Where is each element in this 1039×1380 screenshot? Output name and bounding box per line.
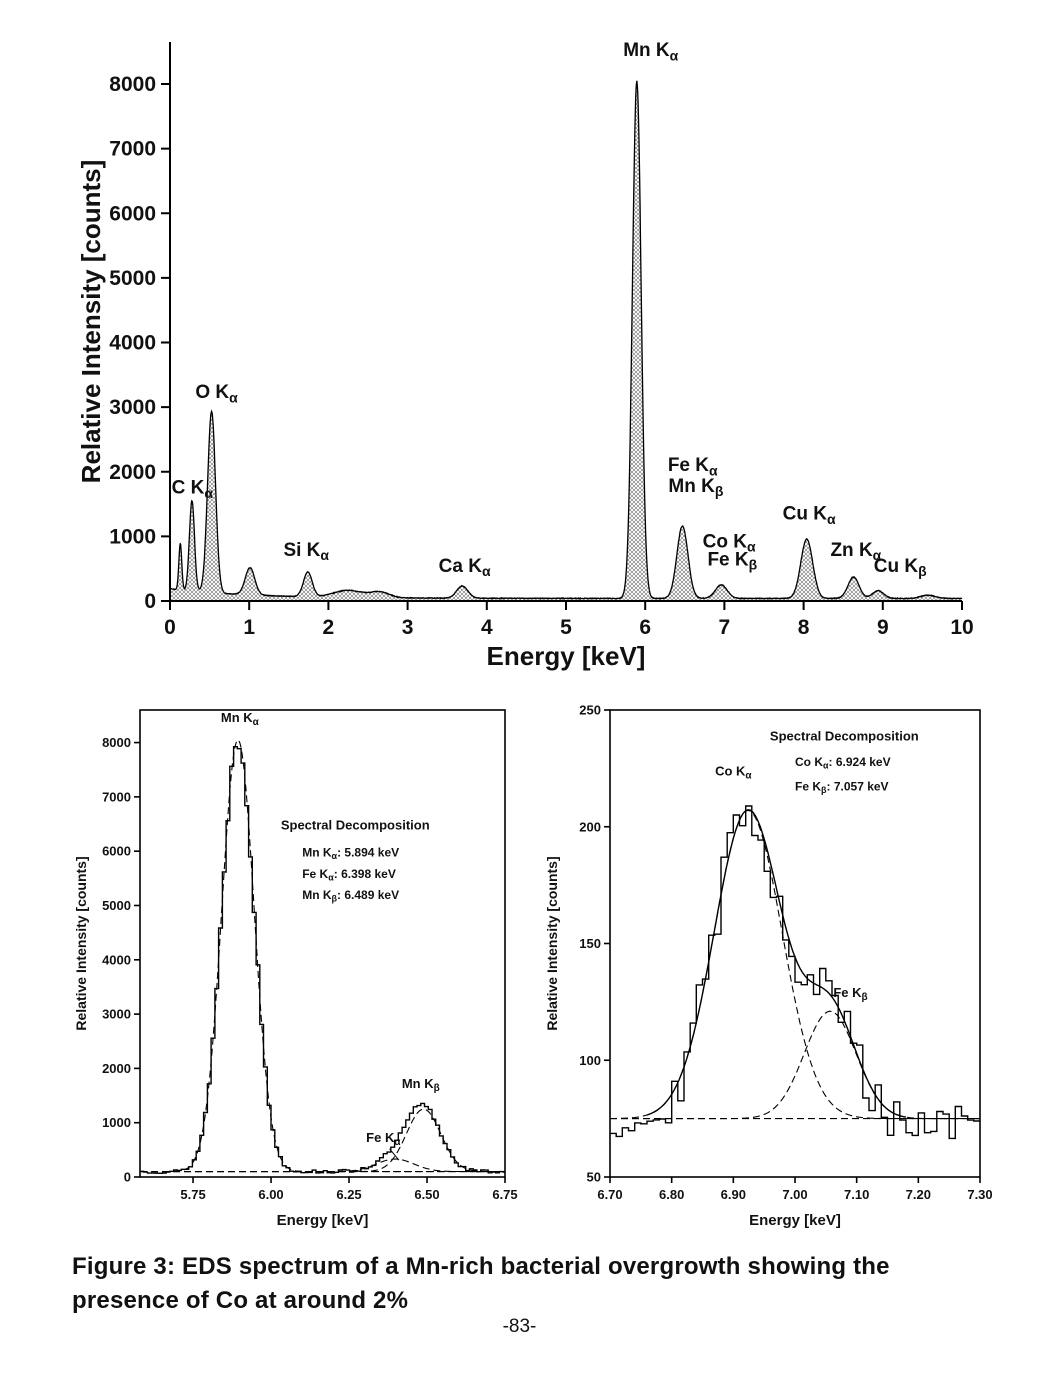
y-tick-label: 3000 (109, 396, 156, 419)
y-axis-title: Relative Intensity [counts] (73, 856, 89, 1030)
x-tick-label: 3 (402, 616, 414, 639)
x-tick-label: 5 (560, 616, 572, 639)
x-tick-label: 1 (243, 616, 255, 639)
y-tick-label: 50 (587, 1170, 601, 1185)
peak-label: Fe Kα (668, 455, 718, 478)
x-tick-label: 6.80 (659, 1187, 684, 1202)
main-eds-spectrum-chart: 0 1 2 3 4 5 6 7 8 9 10 0 1000 2000 3000 4000 5000 6000 700… (76, 40, 974, 671)
fit-component-Mn-Ka (140, 739, 505, 1173)
x-tick-label: 6.00 (258, 1187, 283, 1202)
x-tick-label: 7.00 (782, 1187, 807, 1202)
legend-entry: Fe Kα: 6.398 keV (302, 867, 396, 883)
x-tick-label: 6.25 (336, 1187, 361, 1202)
peak-label: O Kα (195, 382, 238, 405)
x-tick-label: 6 (639, 616, 651, 639)
y-tick-label: 7000 (109, 138, 156, 161)
fit-envelope (646, 808, 907, 1118)
y-tick-label: 0 (144, 590, 156, 613)
fit-component-Mn-Kb (140, 1108, 505, 1173)
legend-entry: Fe Kβ: 7.057 keV (795, 780, 889, 796)
x-tick-label: 6.75 (492, 1187, 517, 1202)
y-tick-label: 250 (579, 703, 601, 718)
data-histogram (610, 805, 980, 1140)
peak-label-leader (389, 1148, 400, 1161)
peak-label: Mn Kα (221, 710, 260, 728)
y-tick-label: 200 (579, 819, 601, 834)
y-tick-label: 4000 (102, 952, 131, 967)
peak-label: Cu Kα (783, 504, 836, 527)
data-histogram (140, 746, 505, 1174)
x-axis-title: Energy [keV] (487, 641, 646, 671)
x-tick-label: 2 (323, 616, 335, 639)
legend-entry: Mn Kα: 5.894 keV (302, 846, 399, 862)
x-tick-label: 7.30 (967, 1187, 992, 1202)
y-tick-label: 1000 (109, 525, 156, 548)
x-tick-label: 9 (877, 616, 889, 639)
mn-region-decomposition-chart: 5.75 6.00 6.25 6.50 6.75 0 1000 2000 3000 4000 500… (73, 709, 518, 1229)
x-tick-label: 10 (950, 616, 973, 639)
peak-label: Mn Kβ (402, 1076, 440, 1094)
figure-caption-line2: presence of Co at around 2% (72, 1286, 409, 1314)
legend-title: Spectral Decomposition (770, 728, 919, 743)
y-axis-title: Relative Intensity [counts] (76, 160, 106, 484)
y-axis-title: Relative Intensity [counts] (544, 856, 560, 1030)
y-tick-label: 5000 (102, 898, 131, 913)
x-tick-label: 7 (719, 616, 731, 639)
legend-entry: Co Kα: 6.924 keV (795, 755, 891, 771)
y-tick-label: 4000 (109, 332, 156, 355)
peak-label: Cu Kβ (874, 556, 927, 579)
y-tick-label: 8000 (109, 73, 156, 96)
spectrum-outline (169, 80, 963, 600)
peak-label: Fe Kβ (707, 549, 757, 572)
spectrum-area (170, 80, 962, 602)
peak-label: Zn Kα (830, 540, 881, 563)
axes (169, 42, 962, 602)
y-tick-label: 1000 (102, 1115, 131, 1130)
peak-label: Co Kα (703, 531, 756, 554)
x-tick-label: 6.90 (721, 1187, 746, 1202)
plot-frame (139, 709, 506, 1178)
y-tick-label: 100 (579, 1053, 601, 1068)
y-tick-label: 8000 (102, 735, 131, 750)
x-tick-label: 6.70 (597, 1187, 622, 1202)
peak-label: Si Kα (283, 540, 329, 563)
y-tick-label: 2000 (102, 1061, 131, 1076)
x-tick-label: 8 (798, 616, 810, 639)
y-tick-label: 7000 (102, 789, 131, 804)
y-tick-label: 150 (579, 936, 601, 951)
peak-label: Ca Kα (439, 556, 491, 579)
legend-title: Spectral Decomposition (281, 817, 430, 832)
fit-component-Fe-Ka (140, 1158, 505, 1173)
peak-label: Fe Kβ (833, 985, 867, 1003)
figure-caption: Figure 3: EDS spectrum of a Mn-rich bact… (72, 1250, 972, 1317)
figure-caption-line1: Figure 3: EDS spectrum of a Mn-rich bact… (72, 1253, 890, 1280)
peak-label: Co Kα (715, 763, 752, 781)
peak-label: Mn Kβ (668, 476, 723, 499)
y-tick-label: 5000 (109, 267, 156, 290)
page-number: -83- (502, 1316, 537, 1337)
x-tick-label: 5.75 (180, 1187, 205, 1202)
x-tick-label: 7.10 (844, 1187, 869, 1202)
y-tick-label: 6000 (109, 202, 156, 225)
y-tick-label: 3000 (102, 1007, 131, 1022)
x-axis-title: Energy [keV] (749, 1212, 841, 1229)
peak-label: Mn Kα (623, 40, 678, 63)
y-tick-label: 6000 (102, 844, 131, 859)
legend-entry: Mn Kβ: 6.489 keV (302, 888, 399, 904)
x-axis-title: Energy [keV] (277, 1212, 369, 1229)
peak-label: C Kα (172, 478, 214, 501)
co-region-decomposition-chart: 6.70 6.80 6.90 7.00 7.10 7.20 7.30 50 100 150 200 2… (544, 703, 993, 1230)
x-tick-label: 0 (164, 616, 176, 639)
y-tick-label: 2000 (109, 461, 156, 484)
peak-label: Fe Kα (366, 1130, 401, 1148)
x-tick-label: 4 (481, 616, 493, 639)
x-tick-label: 7.20 (906, 1187, 931, 1202)
y-tick-label: 0 (124, 1170, 131, 1185)
x-tick-label: 6.50 (414, 1187, 439, 1202)
